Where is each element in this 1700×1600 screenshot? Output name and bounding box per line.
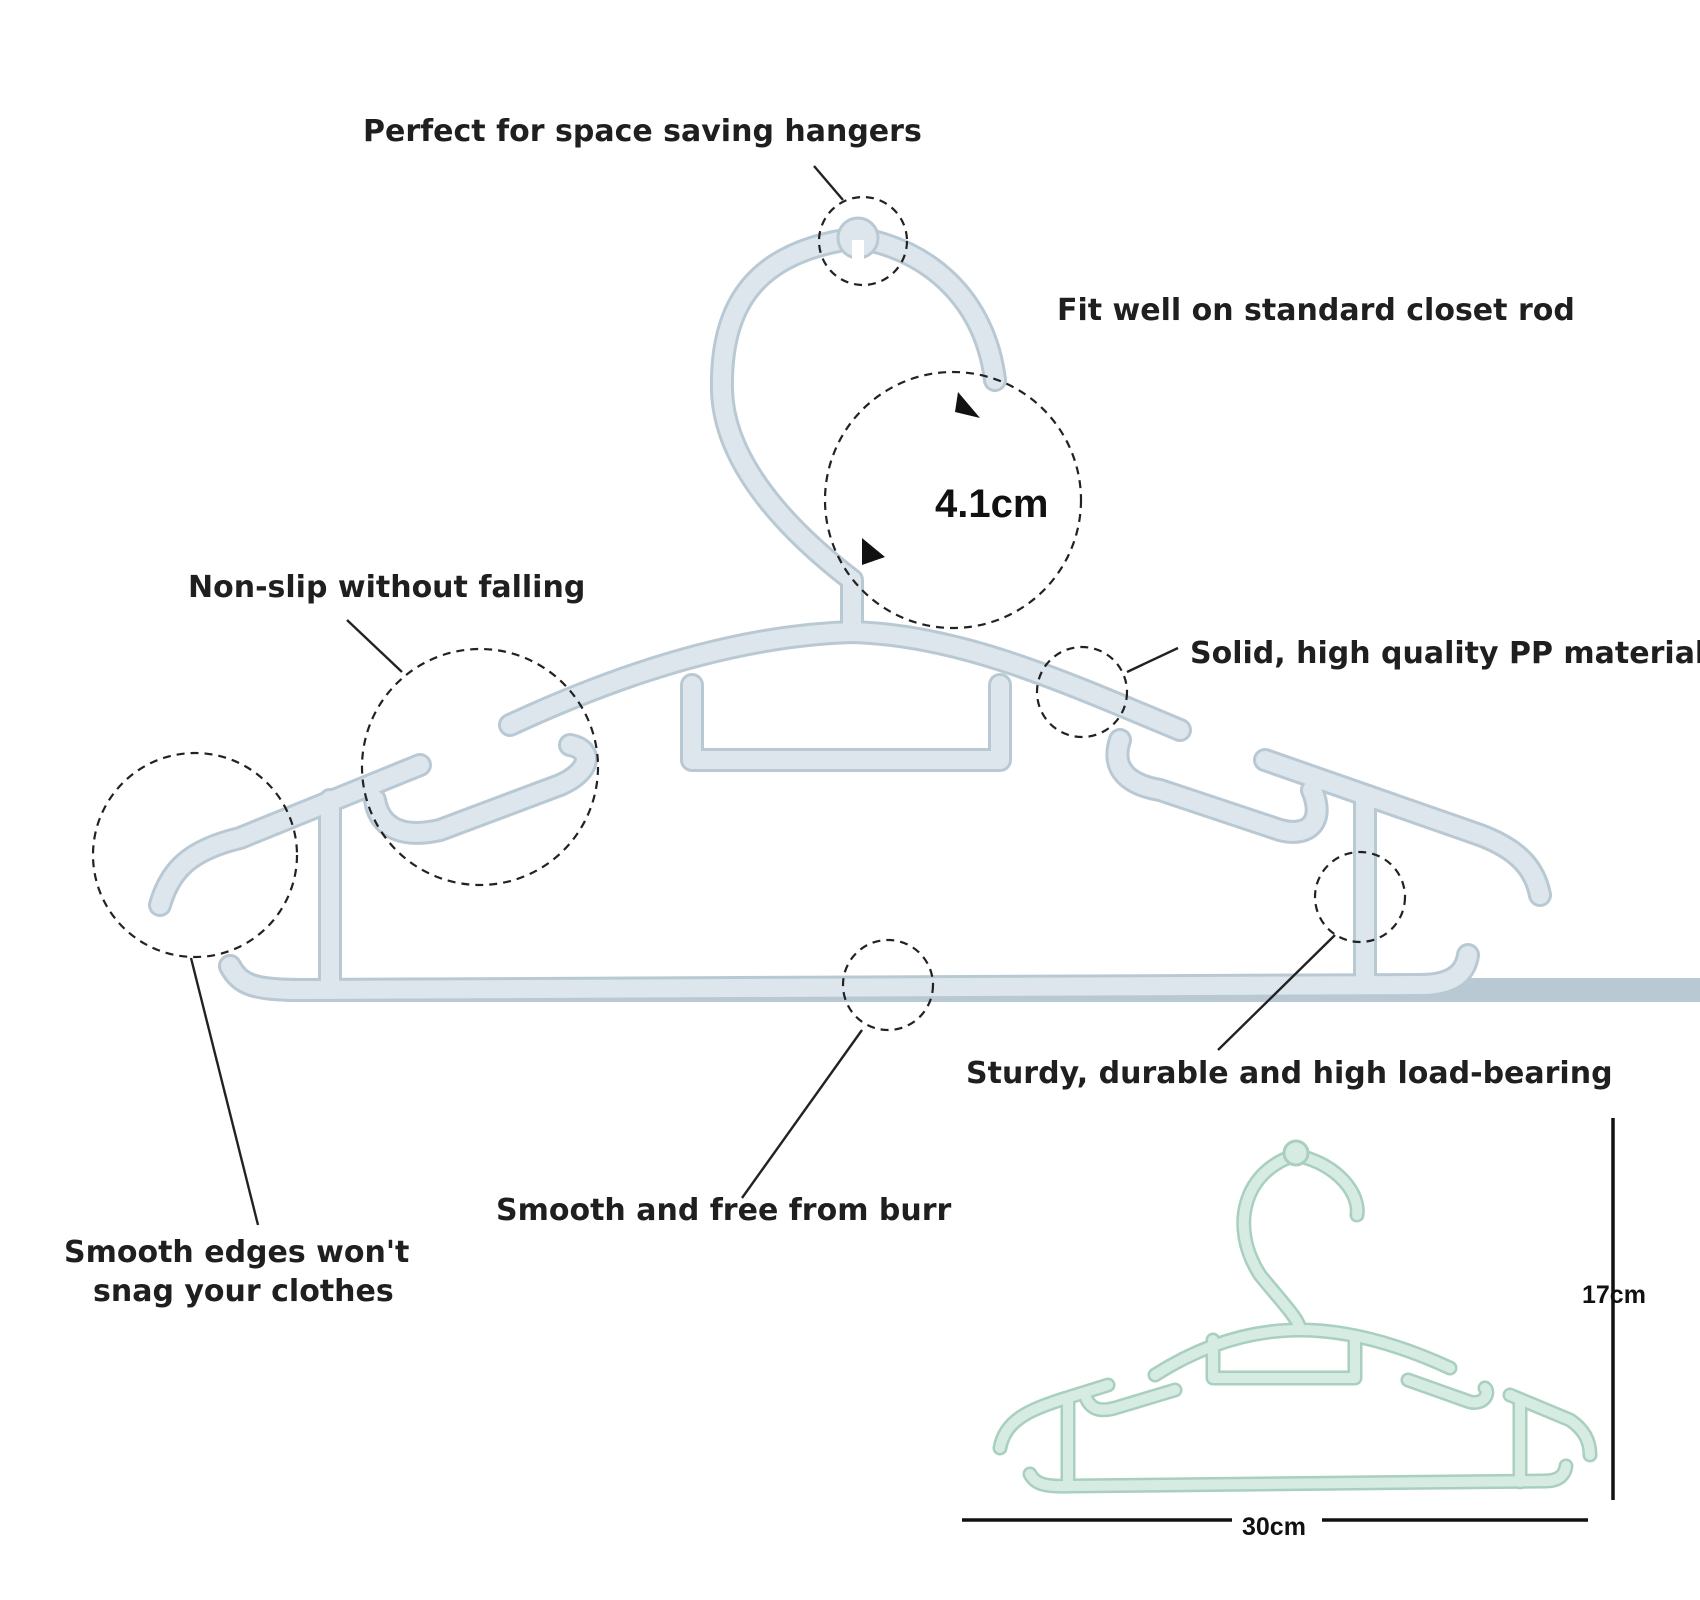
callout-smooth-edges-line2: snag your clothes xyxy=(93,1274,394,1309)
callout-no-burr: Smooth and free from burr xyxy=(496,1193,952,1228)
circle-sturdy xyxy=(1313,850,1407,944)
callout-sturdy: Sturdy, durable and high load-bearing xyxy=(966,1056,1613,1091)
callout-non-slip: Non-slip without falling xyxy=(188,570,585,605)
circle-hook-slot xyxy=(817,195,909,287)
width-label: 30cm xyxy=(1242,1513,1306,1541)
circle-non-slip xyxy=(360,647,600,887)
circle-no-burr xyxy=(841,938,935,1032)
annotation-circles xyxy=(91,195,1407,1032)
dimension-arrow-bottom xyxy=(862,538,885,565)
callout-smooth-edges-line1: Smooth edges won't xyxy=(64,1235,409,1270)
leader-lines xyxy=(189,165,1336,1226)
large-hanger xyxy=(148,216,1700,1002)
small-hanger xyxy=(992,1139,1598,1494)
circle-smooth-edges xyxy=(91,751,299,959)
callout-hook-size: 4.1cm xyxy=(935,482,1048,526)
dimension-lines xyxy=(962,1118,1615,1522)
dimension-arrow-top xyxy=(955,392,980,418)
circle-material xyxy=(1035,645,1129,739)
height-label: 17cm xyxy=(1582,1281,1646,1309)
callout-hook-slot: Perfect for space saving hangers xyxy=(363,114,922,149)
callout-material: Solid, high quality PP material xyxy=(1190,636,1700,671)
circle-hook-size xyxy=(823,370,1083,630)
callout-rod-fit: Fit well on standard closet rod xyxy=(1057,293,1575,328)
